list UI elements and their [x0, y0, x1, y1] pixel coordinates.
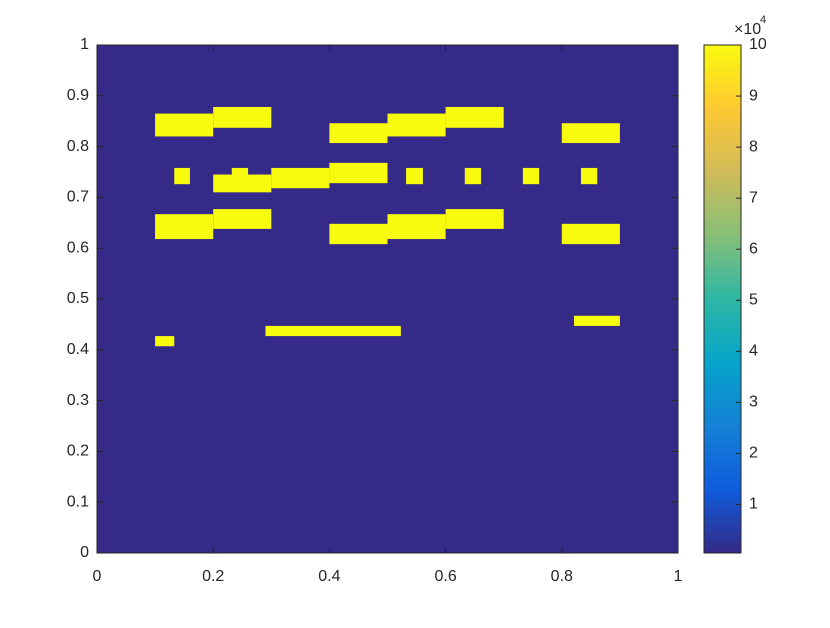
y-tick-label: 0.2 — [67, 443, 89, 460]
cell-block — [231, 167, 249, 175]
x-tick-label: 1 — [674, 568, 683, 585]
cell-block — [155, 214, 214, 240]
cell-block — [464, 167, 482, 185]
y-tick-label: 0.5 — [67, 290, 89, 307]
colorbar-tick-label: 7 — [749, 189, 758, 206]
x-tick-label: 0 — [93, 568, 102, 585]
cell-block — [213, 209, 272, 229]
cell-block — [574, 315, 620, 326]
colorbar-tick-label: 3 — [749, 394, 758, 411]
cell-block — [561, 123, 620, 144]
y-tick-label: 0.8 — [67, 138, 89, 155]
cell-block — [155, 113, 214, 137]
colorbar-exponent: 4 — [760, 14, 766, 26]
cell-block — [387, 113, 446, 137]
x-tick-label: 0.4 — [318, 568, 340, 585]
colorbar — [703, 44, 742, 554]
cell-block — [329, 123, 388, 144]
y-tick-label: 0 — [80, 544, 89, 561]
cell-block — [265, 325, 401, 337]
cell-block — [387, 214, 446, 240]
cell-block — [561, 223, 620, 245]
cell-block — [406, 167, 423, 185]
cell-block — [271, 167, 330, 189]
cell-block — [445, 106, 504, 128]
y-tick-label: 0.3 — [67, 392, 89, 409]
colorbar-tick-label: 2 — [749, 445, 758, 462]
colorbar-multiplier: ×10 — [734, 21, 761, 38]
y-tick-label: 0.6 — [67, 239, 89, 256]
y-tick-label: 0.4 — [67, 341, 89, 358]
colorbar-tick-label: 1 — [749, 496, 758, 513]
y-tick-label: 0.9 — [67, 87, 89, 104]
cell-block — [213, 174, 272, 193]
cell-block — [329, 223, 388, 245]
y-tick-label: 1 — [80, 36, 89, 53]
colorbar-tick-label: 8 — [749, 138, 758, 155]
y-tick-label: 0.1 — [67, 493, 89, 510]
colorbar-tick-label: 4 — [749, 343, 758, 360]
colorbar-tick-label: 5 — [749, 291, 758, 308]
colorbar-tick-label: 9 — [749, 87, 758, 104]
x-tick-label: 0.8 — [551, 568, 573, 585]
cell-block — [213, 106, 272, 128]
cell-block — [174, 167, 190, 185]
colorbar-tick-label: 6 — [749, 240, 758, 257]
cell-block — [445, 209, 504, 229]
y-tick-label: 0.7 — [67, 189, 89, 206]
x-tick-label: 0.6 — [434, 568, 456, 585]
x-tick-label: 0.2 — [202, 568, 224, 585]
cell-block — [522, 167, 540, 185]
cell-block — [329, 162, 388, 184]
cell-block — [155, 336, 175, 347]
colorbar-tick-label: 10 — [749, 36, 767, 53]
cell-block — [580, 167, 598, 185]
